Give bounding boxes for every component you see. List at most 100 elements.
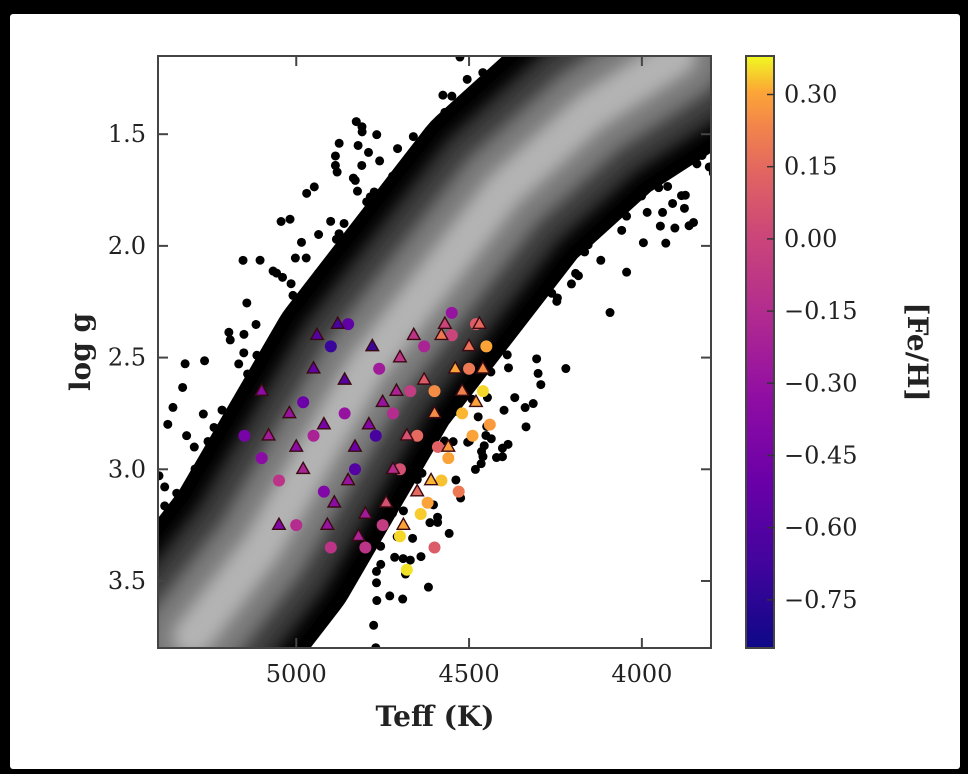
density-outlier	[330, 151, 340, 161]
scatter-point-triangle	[340, 472, 356, 486]
density-outlier	[276, 216, 286, 226]
density-outlier	[372, 578, 382, 588]
scatter-point-circle	[431, 440, 444, 453]
density-outlier	[412, 475, 422, 485]
density-outlier	[243, 369, 253, 379]
density-outlier	[412, 46, 421, 55]
y-tick-label: 2.5	[108, 344, 146, 372]
density-outlier	[642, 207, 652, 217]
density-outlier	[101, 512, 110, 521]
colorbar-tick-label: −0.30	[784, 369, 858, 397]
scatter-point-circle	[442, 452, 455, 465]
density-outlier	[731, 204, 740, 213]
density-outlier	[352, 186, 362, 196]
scatter-point-triangle	[309, 326, 325, 341]
density-outlier	[388, 171, 398, 181]
density-outlier	[447, 91, 457, 101]
scatter-point-triangle	[388, 382, 404, 396]
scatter-point-triangle	[261, 427, 277, 441]
scatter-point-triangle	[350, 527, 366, 542]
scatter-point-triangle	[395, 516, 411, 531]
scatter-point-triangle	[295, 460, 311, 475]
density-outlier	[438, 90, 448, 100]
scatter-point-circle	[373, 362, 386, 375]
scatter-point-triangle	[437, 315, 453, 329]
scatter-point-circle	[480, 340, 493, 353]
colorbar-tick-label: 0.15	[784, 153, 837, 181]
scatter-point-triangle	[378, 494, 394, 508]
density-outlier	[561, 364, 571, 374]
scatter-point-circle	[387, 407, 400, 420]
density-outlier	[286, 279, 296, 289]
scatter-point-circle	[452, 485, 465, 498]
density-outlier	[470, 464, 480, 474]
density-outlier	[372, 130, 382, 140]
density-outlier	[288, 290, 298, 300]
density-outlier	[290, 253, 300, 263]
scatter-point-triangle	[385, 460, 401, 475]
colorbar-tick-label: −0.45	[784, 441, 858, 469]
scatter-point-triangle	[433, 326, 449, 341]
density-outlier	[654, 183, 664, 193]
density-outlier	[141, 521, 150, 530]
density-outlier	[362, 197, 372, 207]
density-outlier	[502, 350, 512, 360]
density-outlier	[127, 529, 136, 538]
scatter-point-circle	[342, 318, 355, 331]
scatter-point-triangle	[427, 405, 442, 419]
density-outlier	[285, 214, 295, 224]
density-outlier	[533, 368, 543, 378]
density-outlier	[296, 237, 306, 247]
density-outlier	[473, 412, 483, 422]
density-outlier	[449, 407, 459, 417]
colorbar-axis: 0.30 0.15 0.00 −0.15 −0.30 −0.45 −0.60 −0.75	[767, 81, 858, 614]
scatter-point-circle	[272, 474, 285, 487]
scatter-point-circle	[466, 429, 479, 442]
density-outlier	[663, 181, 673, 191]
scatter-point-circle	[324, 541, 337, 554]
density-outlier	[326, 216, 336, 226]
density-outlier	[158, 471, 164, 481]
density-core-band	[172, 56, 697, 648]
density-outlier	[398, 554, 408, 564]
scatter-point-triangle	[306, 360, 322, 374]
density-outlier	[163, 419, 173, 429]
density-outlier	[200, 356, 210, 366]
scatter-point-triangle	[254, 382, 270, 396]
scatter-point-circle	[317, 485, 330, 498]
density-outlier	[190, 464, 200, 474]
x-axis-title: Teff (K)	[376, 700, 495, 733]
density-outlier	[375, 156, 385, 166]
density-outlier	[476, 459, 486, 469]
density-outlier	[242, 298, 252, 308]
y-tick-label: 2.0	[108, 232, 146, 260]
density-outlier	[711, 202, 720, 211]
density-outlier	[331, 234, 341, 244]
scatter-point-triangle	[409, 483, 425, 497]
density-outlier	[416, 552, 426, 562]
scatter-point-triangle	[475, 360, 491, 374]
density-outlier	[451, 475, 461, 485]
density-outlier	[679, 203, 689, 213]
density-outlier	[332, 715, 341, 724]
density-outlier	[433, 517, 443, 527]
density-outlier	[357, 160, 367, 170]
density-outlier	[369, 656, 378, 665]
density-outlier	[90, 538, 99, 547]
density-outlier	[425, 518, 435, 528]
density-outlier	[393, 144, 403, 154]
scatter-point-circle	[476, 385, 489, 398]
scatter-point-triangle	[271, 516, 287, 531]
scatter-point-circle	[369, 429, 382, 442]
density-outlier	[405, 555, 415, 565]
density-outlier	[622, 267, 632, 277]
density-outlier	[638, 238, 648, 248]
scatter-point-circle	[307, 429, 320, 442]
plot-area	[89, 46, 740, 724]
scatter-point-triangle	[316, 416, 332, 430]
colorbar	[745, 55, 775, 649]
density-outlier	[278, 272, 288, 282]
density-outlier	[89, 524, 98, 533]
density-outlier	[692, 159, 702, 169]
density-outlier	[655, 221, 665, 231]
